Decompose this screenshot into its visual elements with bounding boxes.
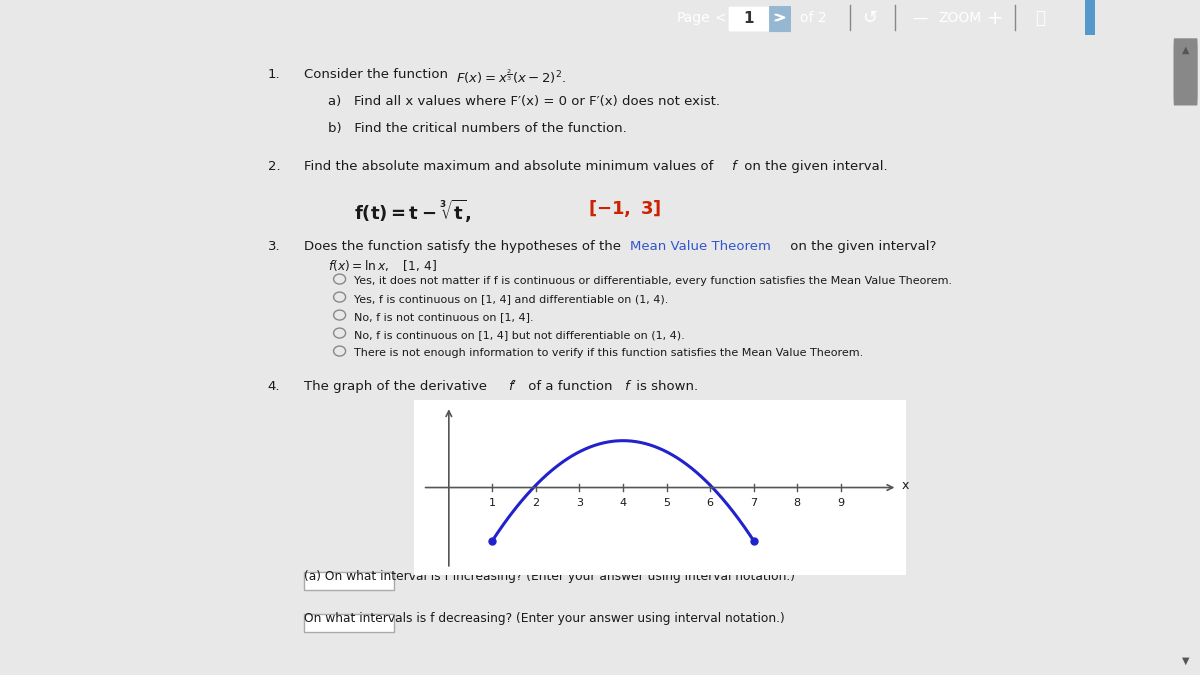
Text: The graph of the derivative: The graph of the derivative <box>304 380 491 393</box>
Text: 8: 8 <box>793 498 800 508</box>
Text: f: f <box>624 380 629 393</box>
Text: Yes, it does not matter if f is continuous or differentiable, every function sat: Yes, it does not matter if f is continuo… <box>354 276 952 286</box>
Text: $\mathbf{[-1,\ 3]}$: $\mathbf{[-1,\ 3]}$ <box>588 198 661 219</box>
Text: x: x <box>901 479 910 493</box>
Text: There is not enough information to verify if this function satisfies the Mean Va: There is not enough information to verif… <box>354 348 863 358</box>
Text: 6: 6 <box>707 498 714 508</box>
Bar <box>1085 0 1096 35</box>
Text: Does the function satisfy the hypotheses of the: Does the function satisfy the hypotheses… <box>304 240 625 253</box>
Text: of 2: of 2 <box>800 11 827 25</box>
Text: 5: 5 <box>664 498 670 508</box>
Text: +: + <box>986 9 1003 28</box>
FancyBboxPatch shape <box>304 572 394 590</box>
Text: ▼: ▼ <box>1182 655 1189 666</box>
Text: 1: 1 <box>744 11 755 26</box>
Text: Consider the function: Consider the function <box>304 68 448 81</box>
Text: No, f is not continuous on [1, 4].: No, f is not continuous on [1, 4]. <box>354 312 534 322</box>
Text: >: > <box>774 11 786 25</box>
Text: (a) On what interval is f increasing? (Enter your answer using interval notation: (a) On what interval is f increasing? (E… <box>304 570 794 583</box>
Text: 2: 2 <box>533 498 540 508</box>
Text: b)   Find the critical numbers of the function.: b) Find the critical numbers of the func… <box>328 122 626 135</box>
Text: >: > <box>772 11 784 25</box>
Text: 3: 3 <box>576 498 583 508</box>
FancyBboxPatch shape <box>730 7 769 31</box>
Text: a)   Find all x values where F′(x) = 0 or F′(x) does not exist.: a) Find all x values where F′(x) = 0 or … <box>328 95 720 108</box>
Text: $f(x) = \ln x,\quad [1,\, 4]$: $f(x) = \ln x,\quad [1,\, 4]$ <box>328 258 437 273</box>
FancyBboxPatch shape <box>304 614 394 632</box>
Text: ⤢: ⤢ <box>1034 9 1045 27</box>
Text: of a function: of a function <box>524 380 617 393</box>
Text: No, f is continuous on [1, 4] but not differentiable on (1, 4).: No, f is continuous on [1, 4] but not di… <box>354 330 685 340</box>
Text: On what intervals is f decreasing? (Enter your answer using interval notation.): On what intervals is f decreasing? (Ente… <box>304 612 785 625</box>
Text: $\mathbf{f(t) = t - \sqrt[3]{t},}$: $\mathbf{f(t) = t - \sqrt[3]{t},}$ <box>354 198 472 225</box>
Text: $F(x) = x^{\frac{2}{3}}(x-2)^2.$: $F(x) = x^{\frac{2}{3}}(x-2)^2.$ <box>456 68 566 86</box>
Text: 1.: 1. <box>268 68 281 81</box>
Text: 4: 4 <box>619 498 626 508</box>
Text: ▲: ▲ <box>1182 45 1189 55</box>
Text: Page: Page <box>677 11 710 25</box>
Text: on the given interval?: on the given interval? <box>786 240 936 253</box>
Text: 9: 9 <box>838 498 845 508</box>
Text: 7: 7 <box>750 498 757 508</box>
Text: f′: f′ <box>508 380 515 393</box>
Text: 3.: 3. <box>268 240 281 253</box>
Text: 4.: 4. <box>268 380 280 393</box>
Text: ↺: ↺ <box>863 9 877 27</box>
Text: 2.: 2. <box>268 160 281 173</box>
Text: on the given interval.: on the given interval. <box>740 160 888 173</box>
Text: f: f <box>731 160 736 173</box>
FancyBboxPatch shape <box>769 6 791 32</box>
Text: 1: 1 <box>488 498 496 508</box>
Text: Yes, f is continuous on [1, 4] and differentiable on (1, 4).: Yes, f is continuous on [1, 4] and diffe… <box>354 294 668 304</box>
Text: Mean Value Theorem: Mean Value Theorem <box>630 240 770 253</box>
Text: ZOOM: ZOOM <box>938 11 982 25</box>
FancyBboxPatch shape <box>1174 38 1198 105</box>
Text: Find the absolute maximum and absolute minimum values of: Find the absolute maximum and absolute m… <box>304 160 718 173</box>
Text: is shown.: is shown. <box>632 380 698 393</box>
Text: —: — <box>912 11 928 26</box>
Text: <: < <box>714 11 726 25</box>
